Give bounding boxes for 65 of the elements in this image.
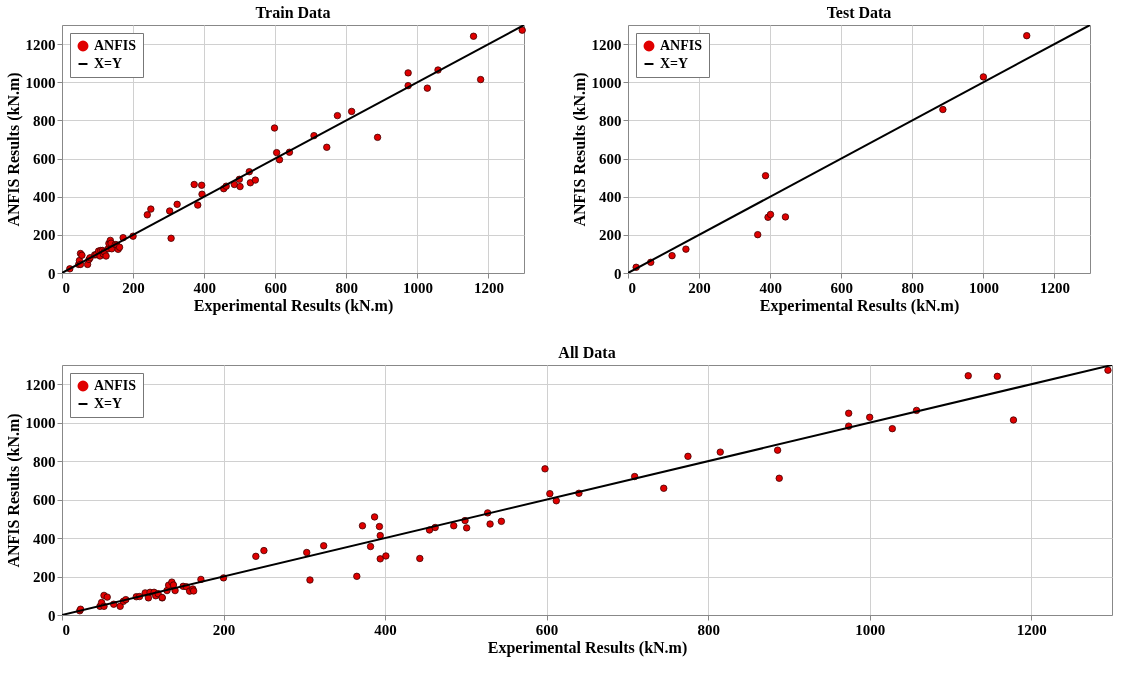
legend-label: ANFIS: [660, 38, 703, 53]
y-tick-label: 600: [599, 151, 622, 168]
y-tick-label: 0: [614, 265, 622, 282]
y-tick-label: 0: [48, 265, 56, 282]
y-tick-label: 200: [599, 227, 622, 244]
x-tick-label: 400: [374, 621, 397, 638]
y-axis-title: ANFIS Results (kN.m): [4, 72, 23, 227]
x-tick-label: 0: [62, 279, 70, 296]
y-tick-label: 600: [33, 492, 56, 509]
x-axis-title: Experimental Results (kN.m): [487, 638, 688, 657]
y-tick-label: 1000: [591, 74, 622, 91]
y-tick-label: 200: [33, 227, 56, 244]
y-tick-label: 1200: [25, 376, 56, 393]
x-tick-label: 1000: [402, 279, 433, 296]
x-tick-label: 1200: [1016, 621, 1047, 638]
point: [754, 231, 762, 239]
y-tick-label: 1200: [25, 36, 56, 53]
y-tick-label: 800: [33, 453, 56, 470]
y-axis-title: ANFIS Results (kN.m): [570, 72, 589, 227]
x-tick-label: 800: [901, 279, 925, 296]
y-tick-label: 1200: [591, 36, 622, 53]
x-tick-label: 400: [193, 279, 216, 296]
legend-label: X=Y: [660, 56, 689, 71]
legend-label: ANFIS: [94, 38, 137, 53]
y-tick-label: 800: [599, 112, 622, 129]
x-tick-label: 1000: [855, 621, 886, 638]
x-axis-title: Experimental Results (kN.m): [759, 296, 960, 315]
point: [781, 213, 790, 221]
x-tick-label: 800: [335, 279, 359, 296]
y-tick-label: 800: [33, 112, 56, 129]
x-tick-label: 800: [697, 621, 720, 638]
point: [979, 73, 988, 81]
x-tick-label: 600: [830, 279, 853, 296]
point: [668, 252, 676, 260]
x-axis-title: Experimental Results (kN.m): [193, 296, 394, 315]
y-tick-label: 200: [33, 569, 56, 586]
legend-label: ANFIS: [94, 378, 137, 393]
chart-title: All Data: [558, 344, 616, 361]
x-tick-label: 0: [628, 279, 636, 296]
y-tick-label: 600: [33, 151, 56, 168]
x-tick-label: 1200: [473, 279, 504, 296]
point: [761, 172, 770, 180]
y-tick-label: 1000: [25, 415, 56, 432]
y-tick-label: 0: [48, 607, 56, 624]
chart-title: Train Data: [255, 4, 331, 21]
legend-label: X=Y: [94, 396, 123, 411]
x-tick-label: 1200: [1039, 279, 1070, 296]
x-tick-label: 600: [535, 621, 559, 638]
x-tick-label: 200: [688, 279, 711, 296]
chart-title: Test Data: [826, 4, 892, 21]
y-axis-title: ANFIS Results (kN.m): [4, 413, 23, 568]
x-tick-label: 200: [212, 621, 236, 638]
y-tick-label: 400: [33, 530, 56, 547]
point: [682, 245, 690, 253]
point: [1023, 32, 1031, 40]
x-tick-label: 400: [759, 279, 782, 296]
legend-label: X=Y: [94, 56, 123, 71]
y-tick-label: 1000: [25, 74, 56, 91]
point: [939, 105, 947, 114]
x-tick-label: 0: [62, 621, 70, 638]
y-tick-label: 400: [33, 189, 56, 206]
x-tick-label: 200: [122, 279, 145, 296]
x-tick-label: 600: [264, 279, 287, 296]
y-tick-label: 400: [599, 189, 622, 206]
x-tick-label: 1000: [968, 279, 999, 296]
